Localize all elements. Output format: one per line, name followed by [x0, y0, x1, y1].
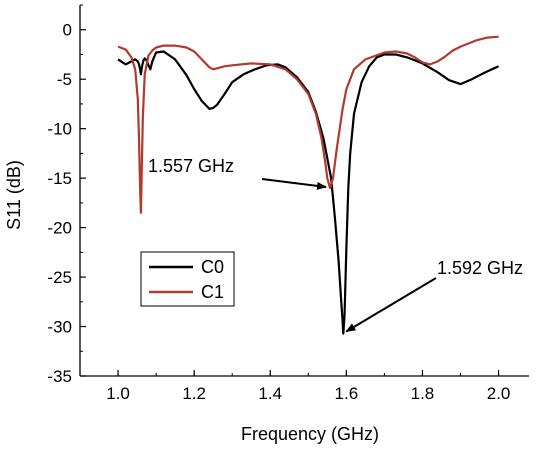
annotation-1592-label: 1.592 GHz	[437, 258, 523, 278]
x-tick-label: 2.0	[487, 384, 511, 403]
y-axis-title: S11 (dB)	[4, 160, 24, 230]
y-tick-label: -25	[47, 268, 72, 287]
series-line-c1	[117, 35, 499, 214]
y-tick-label: -5	[57, 70, 72, 89]
x-axis-title: Frequency (GHz)	[241, 424, 379, 444]
y-tick-label: -10	[47, 120, 72, 139]
series-layer	[117, 35, 500, 335]
annotation-1557-arrow	[261, 178, 327, 190]
x-tick-label: 1.2	[182, 384, 206, 403]
y-tick-label: 0	[63, 21, 72, 40]
annotations: 1.557 GHz 1.592 GHz	[148, 156, 523, 333]
x-tick-label: 1.6	[335, 384, 359, 403]
y-tick-label: -30	[47, 318, 72, 337]
y-tick-label: -15	[47, 169, 72, 188]
legend-label-c0: C0	[201, 257, 224, 277]
axes-layer: 1.0 1.2 1.4 1.6 1.8 2.0 0 -5 -10 -15 -20 -25 -30 -35	[47, 4, 529, 403]
x-tick-label: 1.0	[106, 384, 130, 403]
legend-label-c1: C1	[201, 282, 224, 302]
annotation-1592-arrow	[345, 277, 437, 333]
annotation-1557-label: 1.557 GHz	[148, 156, 234, 176]
x-tick-label: 1.4	[258, 384, 282, 403]
y-tick-label: -35	[47, 367, 72, 386]
legend-box	[140, 251, 235, 307]
y-tick-label: -20	[47, 219, 72, 238]
x-tick-label: 1.8	[411, 384, 435, 403]
